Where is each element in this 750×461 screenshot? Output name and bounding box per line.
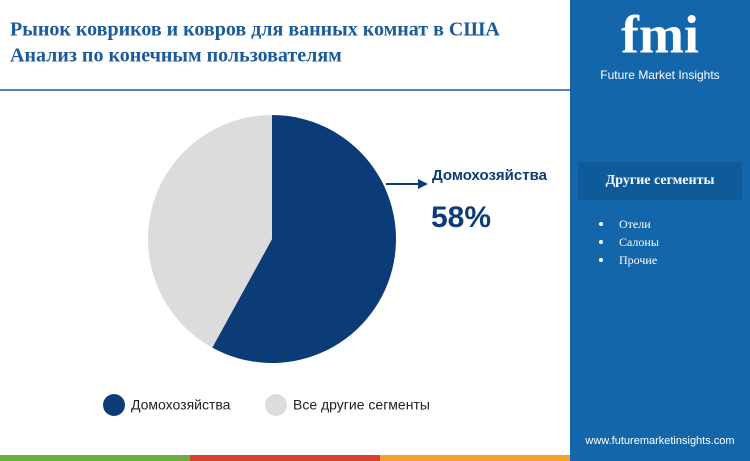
stripe (190, 455, 380, 461)
sidebar-item: Прочие (619, 253, 657, 267)
legend-swatch (103, 394, 125, 416)
legend-swatch (265, 394, 287, 416)
legend-label: Все другие сегменты (293, 397, 430, 413)
sidebar-heading: Другие сегменты (606, 173, 715, 188)
legend-label: Домохозяйства (131, 397, 231, 413)
logo-subtitle: Future Market Insights (600, 68, 719, 82)
heading-box (578, 162, 742, 200)
bullet (599, 222, 603, 226)
callout-label: Домохозяйства (432, 167, 548, 184)
bullet (599, 240, 603, 244)
pie-slice (212, 115, 396, 364)
sidebar-item: Отели (619, 217, 651, 231)
stripe (570, 455, 750, 461)
logo: fmi (621, 4, 699, 64)
chart-subtitle: Анализ по конечным пользователям (10, 45, 342, 67)
callout-arrowhead (418, 179, 428, 189)
bullet (599, 258, 603, 262)
sidebar (570, 0, 750, 461)
stripe (380, 455, 570, 461)
sidebar-item: Салоны (619, 235, 659, 249)
stripe (0, 455, 190, 461)
callout-value: 58% (431, 201, 491, 234)
pie-slice (148, 115, 272, 348)
website: www.futuremarketinsights.com (584, 435, 734, 447)
chart-title: Рынок ковриков и ковров для ванных комна… (10, 19, 500, 41)
